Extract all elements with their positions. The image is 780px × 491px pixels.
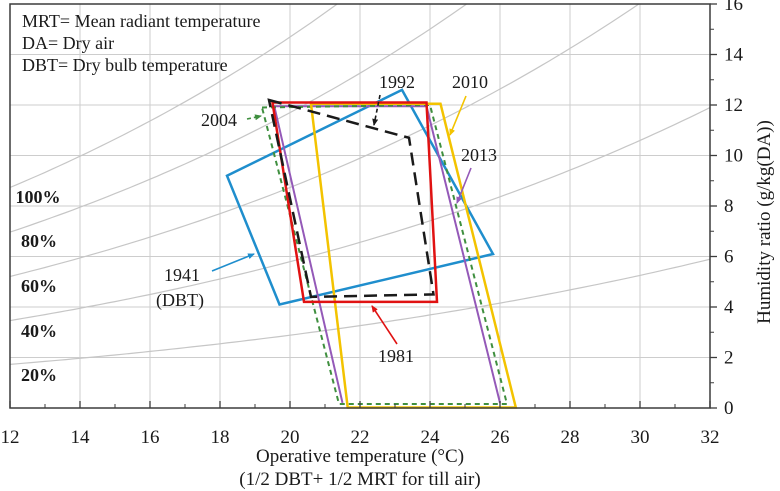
- y-tick-label: 14: [724, 45, 744, 66]
- y-tick-label: 4: [724, 297, 734, 318]
- rh-curve-100: [10, 4, 339, 189]
- legend-line-mrt: MRT= Mean radiant temperature: [22, 11, 260, 31]
- legend-line-da: DA= Dry air: [22, 33, 114, 53]
- zone-1992: [267, 98, 435, 299]
- x-tick-label: 30: [631, 427, 650, 448]
- x-tick-label: 22: [351, 427, 370, 448]
- comfort-zones-layer: [225, 88, 518, 409]
- x-tick-label: 18: [211, 427, 230, 448]
- x-tick-label: 12: [1, 427, 20, 448]
- ticks-layer: [9, 3, 717, 409]
- y-tick-label: 6: [724, 247, 734, 268]
- rh-label-80: 80%: [21, 231, 57, 251]
- y-tick-label: 2: [724, 348, 734, 369]
- rh-label-100: 100%: [16, 187, 61, 207]
- annotation-arrow-2004: [246, 114, 262, 121]
- x-tick-label: 32: [701, 427, 720, 448]
- x-tick-label: 14: [71, 427, 91, 448]
- zone-1941--dbt-: [225, 88, 495, 306]
- y-tick-label: 10: [724, 146, 743, 167]
- y-tick-label: 0: [724, 398, 734, 419]
- y-tick-label: 16: [724, 0, 743, 15]
- annotation-label-1981: 1981: [378, 346, 414, 366]
- annotation-label-2010: 2010: [452, 72, 488, 92]
- x-axis-title: Operative temperature (°C): [256, 446, 464, 467]
- annotation-label-2013: 2013: [461, 145, 497, 165]
- x-axis-subtitle: (1/2 DBT+ 1/2 MRT for till air): [239, 469, 480, 490]
- zone-1981: [271, 101, 439, 304]
- annotation-label-1941: 1941: [164, 265, 200, 285]
- x-tick-label: 26: [491, 427, 510, 448]
- rh-label-60: 60%: [21, 276, 57, 296]
- zone-2004: [260, 103, 509, 405]
- rh-label-40: 40%: [21, 321, 57, 341]
- annotation-arrow-1941: [211, 253, 255, 272]
- rh-label-20: 20%: [21, 365, 57, 385]
- rh-curves-layer: [10, 4, 710, 365]
- legend-line-dbt: DBT= Dry bulb temperature: [22, 55, 228, 75]
- annotation-label-1992: 1992: [379, 72, 415, 92]
- annotation-arrow-1981: [371, 305, 398, 345]
- rh-curve-40: [10, 107, 710, 322]
- rh-curve-60: [10, 4, 640, 278]
- y-tick-label: 12: [724, 95, 743, 116]
- annotation-label-2004: 2004: [201, 110, 237, 130]
- annotation-arrow-1992: [372, 94, 381, 126]
- grid-layer: [10, 4, 710, 408]
- annotation-label-1941-line2: (DBT): [156, 290, 204, 311]
- x-tick-label: 24: [421, 427, 441, 448]
- x-tick-label: 28: [561, 427, 580, 448]
- annotations-layer: 1992 2010 2013 2004 1941 (DBT) 1981: [156, 72, 497, 366]
- annotation-arrow-2010: [449, 95, 467, 136]
- rh-curve-20: [10, 258, 710, 365]
- x-tick-label: 16: [141, 427, 160, 448]
- annotation-arrow-2013: [456, 167, 472, 204]
- y-axis-title: Humidity ratio (g/kg(DA)): [754, 120, 775, 324]
- rh-curve-80: [10, 4, 468, 233]
- x-tick-label: 20: [281, 427, 300, 448]
- zone-2013: [273, 105, 501, 404]
- y-tick-label: 8: [724, 196, 734, 217]
